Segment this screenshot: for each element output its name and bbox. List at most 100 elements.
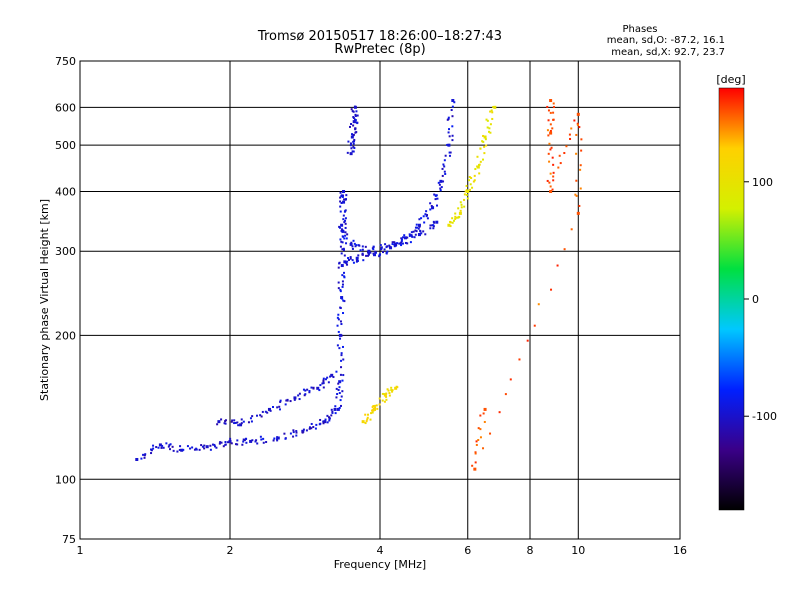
- data-point: [227, 441, 230, 444]
- data-point: [372, 404, 375, 407]
- data-point: [465, 184, 468, 187]
- data-point: [365, 254, 368, 257]
- data-point: [242, 440, 245, 443]
- data-point: [339, 191, 342, 194]
- data-point: [337, 287, 340, 290]
- data-point: [451, 105, 454, 108]
- data-point: [331, 410, 334, 413]
- data-point: [178, 448, 181, 451]
- x-tick-label: 10: [571, 544, 585, 557]
- data-point: [509, 378, 512, 381]
- data-point: [549, 185, 552, 188]
- data-point: [349, 144, 352, 147]
- data-point: [198, 448, 201, 451]
- data-point: [355, 256, 359, 260]
- data-point: [326, 414, 329, 417]
- data-point: [191, 446, 194, 449]
- data-point: [356, 122, 359, 125]
- data-point: [574, 193, 577, 196]
- data-point: [284, 403, 287, 406]
- data-point: [136, 458, 139, 461]
- data-point: [448, 135, 451, 138]
- data-point: [350, 241, 353, 244]
- data-point: [457, 207, 460, 210]
- data-point: [298, 398, 301, 401]
- data-point: [472, 180, 475, 183]
- data-point: [465, 194, 468, 197]
- data-point: [341, 285, 344, 288]
- data-point: [459, 209, 462, 212]
- data-point: [339, 399, 342, 402]
- data-point: [419, 230, 422, 233]
- data-point: [337, 330, 340, 333]
- data-point: [474, 461, 477, 464]
- data-point: [354, 114, 357, 117]
- data-point: [344, 226, 347, 229]
- data-point: [388, 392, 391, 395]
- data-point: [339, 337, 342, 340]
- data-point: [444, 172, 447, 175]
- y-tick-label: 75: [62, 533, 76, 546]
- data-point: [341, 274, 344, 277]
- data-point: [245, 441, 248, 444]
- data-point: [386, 245, 389, 248]
- trace-3: [343, 99, 456, 266]
- data-point: [575, 152, 578, 155]
- data-point: [214, 445, 217, 448]
- data-point: [374, 406, 377, 409]
- data-point: [322, 420, 325, 423]
- data-point: [489, 110, 492, 113]
- data-point: [448, 151, 451, 154]
- data-point: [339, 288, 342, 291]
- data-point: [475, 443, 478, 446]
- data-point: [371, 409, 374, 412]
- data-point: [336, 407, 340, 411]
- data-point: [278, 405, 281, 408]
- data-point: [150, 452, 153, 455]
- data-point: [575, 194, 578, 197]
- data-point: [342, 218, 345, 221]
- data-point: [338, 225, 341, 228]
- data-point: [391, 243, 394, 246]
- data-point: [358, 244, 361, 247]
- data-point: [409, 241, 412, 244]
- data-point: [406, 242, 409, 245]
- data-point: [339, 196, 342, 199]
- data-point: [463, 205, 466, 208]
- data-point: [423, 221, 426, 224]
- data-point: [382, 251, 385, 254]
- data-point: [548, 160, 551, 163]
- data-point: [556, 264, 559, 267]
- data-point: [339, 205, 342, 208]
- y-tick-label: 400: [55, 185, 76, 198]
- data-point: [336, 393, 339, 396]
- data-point: [380, 246, 383, 249]
- data-point: [143, 456, 146, 459]
- data-point: [424, 213, 427, 216]
- data-point: [414, 229, 417, 232]
- data-point: [336, 344, 339, 347]
- data-point: [498, 411, 501, 414]
- data-point: [337, 389, 340, 392]
- data-point: [552, 171, 555, 174]
- data-point: [209, 448, 212, 451]
- data-point: [322, 377, 325, 380]
- chart-title: Tromsø 20150517 18:26:00–18:27:43: [257, 29, 502, 44]
- data-point: [483, 145, 486, 148]
- data-point: [454, 217, 457, 220]
- data-point: [448, 154, 451, 157]
- data-point: [432, 220, 435, 223]
- plot-frame: [79, 60, 681, 540]
- data-point: [417, 223, 421, 227]
- data-point: [390, 386, 393, 389]
- data-point: [490, 109, 493, 112]
- data-point: [375, 404, 378, 407]
- data-point: [385, 252, 388, 255]
- data-point: [165, 442, 168, 445]
- data-point: [486, 119, 489, 122]
- colorbar: [718, 87, 745, 511]
- data-point: [493, 105, 497, 109]
- data-point: [349, 257, 352, 260]
- data-point: [339, 290, 342, 293]
- data-point: [438, 183, 441, 186]
